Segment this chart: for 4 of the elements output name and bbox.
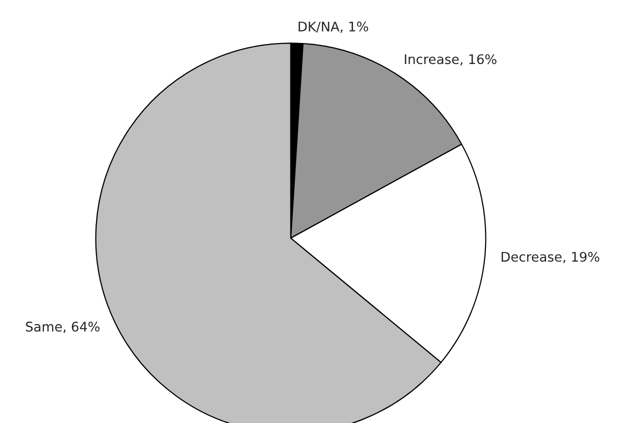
slice-label: Decrease, 19% — [502, 252, 600, 264]
slice-label: Same, 64% — [26, 322, 100, 333]
slice-label: Increase, 16% — [404, 54, 496, 66]
slice-label: DK/NA, 1% — [298, 22, 368, 33]
